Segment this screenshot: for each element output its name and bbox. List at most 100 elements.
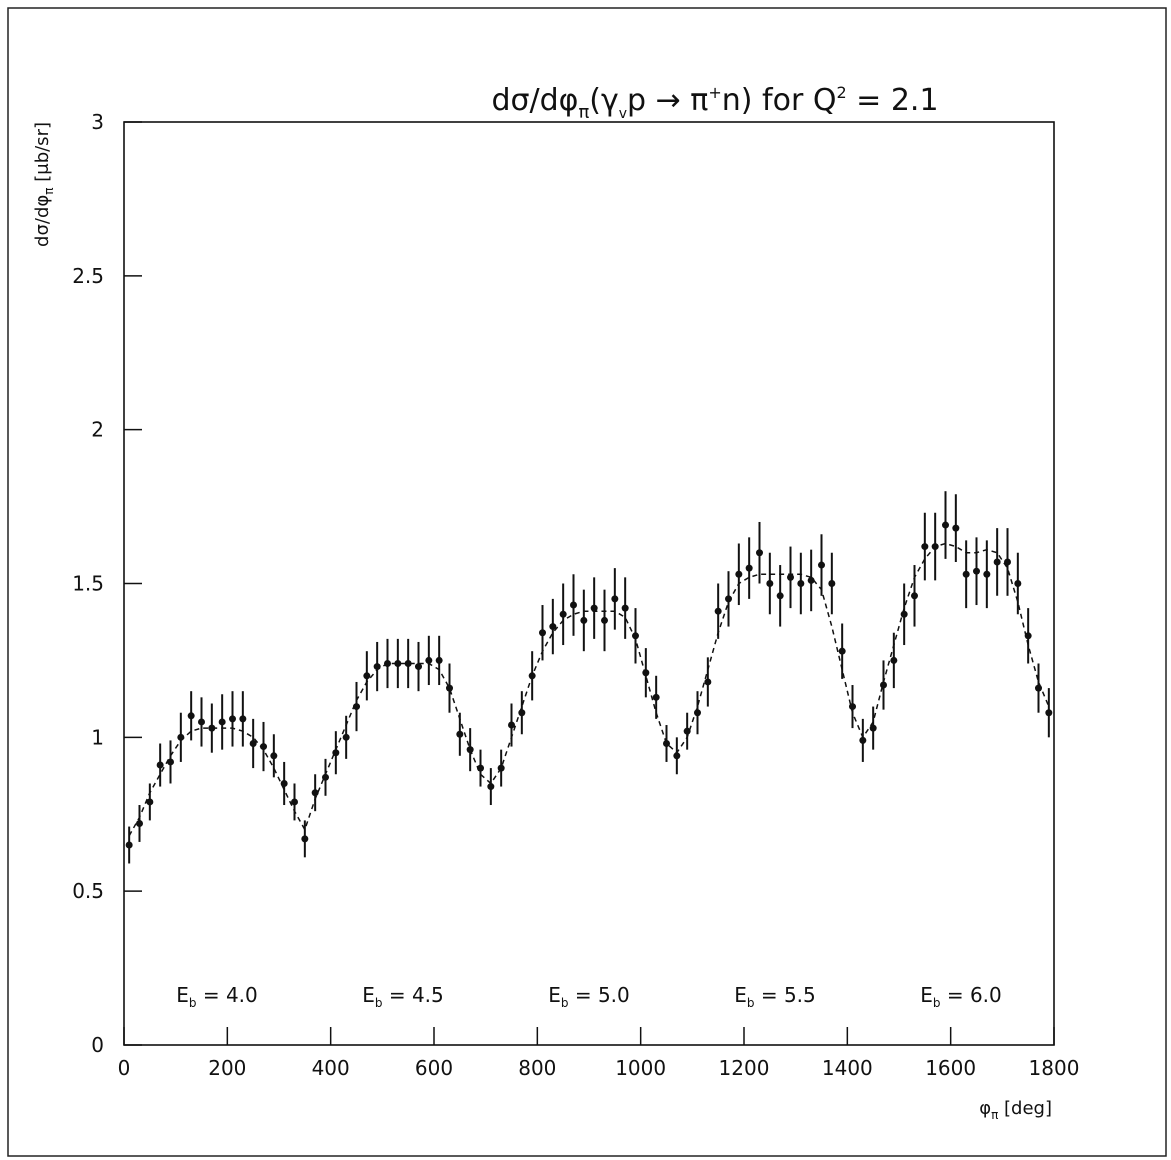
- data-point: [756, 549, 763, 557]
- data-point: [952, 524, 960, 532]
- data-point: [683, 727, 691, 735]
- title-part: p → π: [627, 83, 708, 118]
- data-point: [456, 730, 464, 738]
- title-part: +: [708, 83, 721, 102]
- data-point: [704, 678, 712, 686]
- data-point: [642, 669, 650, 677]
- data-point: [136, 819, 143, 827]
- label-part: π: [42, 188, 56, 195]
- data-point: [735, 570, 743, 578]
- data-point: [570, 601, 577, 609]
- y-tick-label: 1.5: [72, 572, 104, 596]
- data-point: [828, 580, 836, 587]
- data-point: [652, 693, 660, 701]
- annotation-part: = 5.0: [568, 983, 629, 1007]
- data-point: [838, 647, 846, 655]
- data-point: [384, 659, 391, 667]
- data-point: [1024, 632, 1032, 640]
- data-point: [373, 663, 381, 671]
- annotation-part: b: [561, 996, 569, 1010]
- data-point: [911, 592, 918, 600]
- annotation: Eb = 4.0: [176, 983, 258, 1010]
- data-point: [1014, 580, 1022, 587]
- x-tick-label: 1600: [925, 1056, 976, 1080]
- label-part: dσ/dφ: [32, 195, 53, 247]
- data-point: [787, 573, 794, 581]
- data-point: [177, 733, 185, 741]
- data-point: [849, 703, 856, 711]
- data-point: [198, 718, 205, 726]
- x-tick-label: 1000: [615, 1056, 666, 1080]
- data-point: [146, 798, 154, 806]
- annotation-part: = 4.5: [382, 983, 443, 1007]
- data-point: [983, 570, 991, 578]
- label-part: [deg]: [998, 1098, 1052, 1119]
- data-point: [900, 610, 908, 618]
- data-point: [487, 783, 495, 791]
- data-point: [539, 629, 546, 637]
- data-point: [301, 835, 309, 843]
- data-point: [549, 623, 557, 631]
- data-point: [187, 712, 195, 720]
- title-part: n) for Q: [722, 83, 837, 118]
- annotation: Eb = 4.5: [362, 983, 444, 1010]
- data-point: [859, 736, 867, 744]
- title-part: v: [619, 106, 627, 122]
- data-point: [869, 724, 877, 732]
- data-point: [353, 703, 360, 711]
- data-point: [766, 580, 774, 587]
- label-part: φ: [979, 1098, 991, 1119]
- data-point: [229, 715, 236, 723]
- data-point: [580, 616, 588, 624]
- title-part: π: [578, 102, 589, 123]
- annotation-part: = 6.0: [940, 983, 1001, 1007]
- data-point: [508, 721, 515, 729]
- data-point: [590, 604, 598, 612]
- data-point: [342, 733, 350, 741]
- annotation: Eb = 5.0: [548, 983, 630, 1010]
- y-tick-label: 2: [91, 418, 104, 442]
- data-point: [601, 616, 608, 624]
- y-tick-label: 3: [91, 110, 104, 134]
- y-tick-label: 2.5: [72, 264, 104, 288]
- data-point: [632, 632, 639, 640]
- y-tick-label: 1: [91, 725, 104, 749]
- data-point: [239, 715, 247, 723]
- data-point: [208, 724, 216, 732]
- data-point: [291, 798, 298, 806]
- data-point: [466, 746, 474, 754]
- x-tick-label: 1400: [822, 1056, 873, 1080]
- data-point: [611, 595, 619, 603]
- data-point: [818, 561, 825, 569]
- title-part: (γ: [589, 83, 618, 118]
- annotation-part: b: [747, 996, 755, 1010]
- data-point: [415, 663, 422, 671]
- data-point: [394, 659, 402, 667]
- annotation-part: b: [189, 996, 197, 1010]
- data-point: [156, 761, 164, 769]
- data-point: [446, 684, 453, 692]
- data-point: [1035, 684, 1042, 692]
- data-point: [363, 672, 371, 680]
- fit-curve: [128, 542, 1050, 837]
- data-point: [931, 543, 939, 551]
- data-point: [1045, 709, 1053, 717]
- data-point: [673, 752, 681, 760]
- title-part: = 2.1: [847, 83, 939, 118]
- annotation-part: b: [375, 996, 383, 1010]
- data-point: [714, 607, 722, 615]
- title-part: 2: [836, 83, 846, 102]
- y-tick-label: 0: [91, 1033, 104, 1057]
- data-point: [559, 610, 567, 618]
- y-tick-label: 0.5: [72, 879, 104, 903]
- data-point: [880, 681, 887, 689]
- frame: [7, 7, 1167, 1157]
- data-point: [125, 841, 133, 849]
- x-tick-label: 800: [518, 1056, 556, 1080]
- annotation: Eb = 5.5: [734, 983, 816, 1010]
- data-point: [621, 604, 629, 612]
- data-point: [921, 543, 929, 551]
- data-point: [260, 743, 267, 751]
- data-point: [1004, 558, 1011, 566]
